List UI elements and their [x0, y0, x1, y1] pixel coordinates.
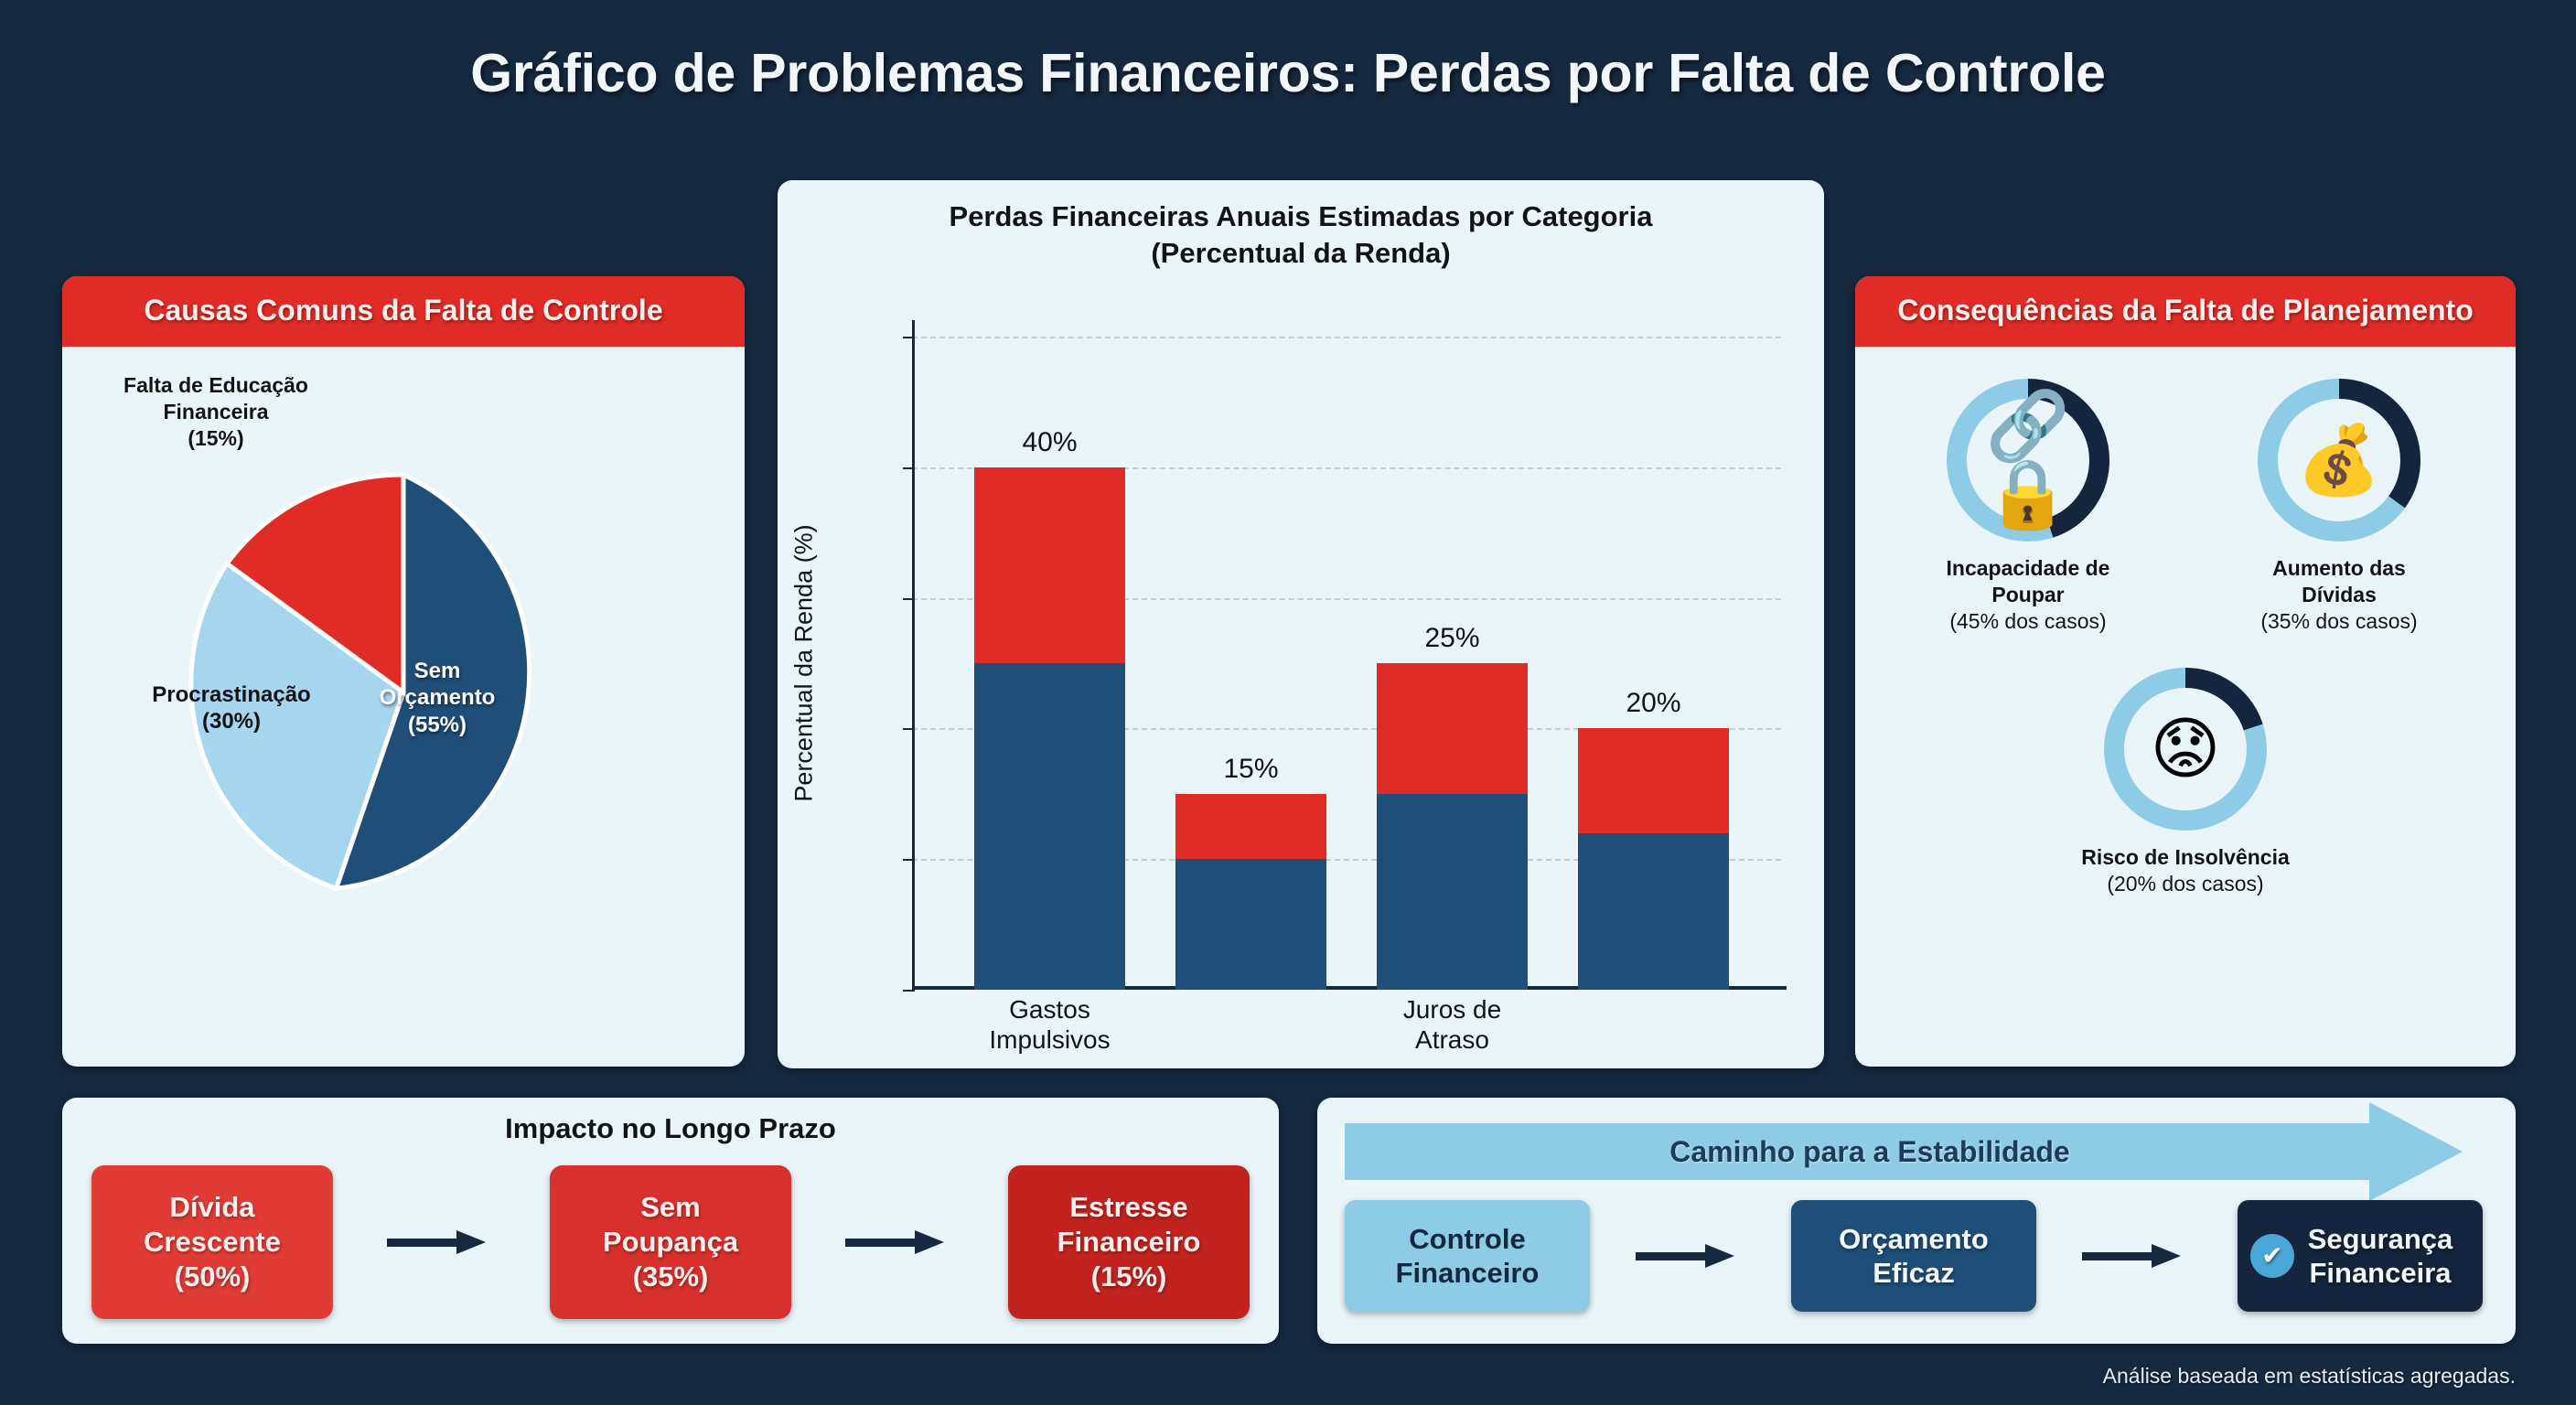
donut-gauge-svg-2: [2258, 379, 2420, 542]
donut-caption-2: Aumento das Dívidas (35% dos casos): [2260, 556, 2418, 633]
donut-incapacidade-de-poupar: 🔗🔒 Incapacidade de Poupar (45% dos casos…: [1877, 372, 2179, 634]
panel-causas-body: Falta de Educação Financeira (15%) Procr…: [62, 347, 745, 1047]
donut-gauge-svg-1: [1947, 379, 2109, 542]
check-circle-icon: ✔: [2250, 1234, 2294, 1278]
page-title: Gráfico de Problemas Financeiros: Perdas…: [470, 43, 2106, 103]
panel-causas-header: Causas Comuns da Falta de Controle: [62, 276, 745, 348]
donut-value-arc-2: [2258, 379, 2420, 542]
bar-value-1: 15%: [1223, 753, 1279, 784]
bar-segment-top-1: [1175, 793, 1326, 860]
footer-note: Análise baseada em estatísticas agregada…: [2102, 1364, 2516, 1388]
bar-juros-de-atraso: 25% Juros de Atraso: [1377, 623, 1528, 1054]
gridline-50: [912, 337, 1781, 338]
ytick-50: [903, 337, 915, 338]
arrow-right-icon-4: [2082, 1244, 2192, 1268]
bar-segment-base-3: [1578, 832, 1729, 990]
broken-chain-lock-icon: 🔗🔒: [1985, 388, 2071, 532]
pie-slice-falta-educacao: [223, 472, 406, 697]
money-bag-down-arrow-icon: 💰: [2296, 422, 2382, 499]
caminho-arrow-banner: Caminho para a Estabilidade: [1345, 1102, 2463, 1201]
ytick-0: [903, 990, 915, 992]
impacto-title: Impacto no Longo Prazo: [505, 1112, 836, 1144]
donut-caption-1: Incapacidade de Poupar (45% dos casos): [1946, 556, 2110, 633]
bar-chart-title: Perdas Financeiras Anuais Estimadas por …: [949, 200, 1653, 270]
bar-segment-base-1: [1175, 859, 1326, 990]
pie-chart-svg: [188, 471, 532, 892]
ytick-20: [903, 728, 915, 731]
pie-slice-sem-orcamento: [332, 471, 532, 892]
pie-label-sem-orcamento: Sem Orçamento (55%): [379, 659, 496, 737]
ytick-40: [903, 467, 915, 469]
donut-gauge-svg-3: [2104, 668, 2267, 831]
bar-value-0: 40%: [1022, 426, 1078, 457]
impacto-step-sem-poupanca: Sem Poupança (35%): [550, 1165, 791, 1319]
panel-causas-comuns: Causas Comuns da Falta de Controle Falta…: [62, 276, 745, 1067]
stressed-person-calculator-icon: 😟: [2150, 711, 2221, 788]
ytick-10: [903, 859, 915, 862]
panel-consequencias-header: Consequências da Falta de Planejamento: [1855, 276, 2516, 348]
arrow-band-body: [1345, 1123, 2395, 1180]
xtick-label-0: Gastos Impulsivos: [989, 994, 1111, 1054]
bar-segment-top-2: [1377, 663, 1528, 794]
bar-segment-top-3: [1578, 728, 1729, 833]
donut-risco-de-insolvencia: 😟 Risco de Insolvência (20% dos casos): [2034, 661, 2336, 897]
caminho-title: Caminho para a Estabilidade: [1669, 1134, 2070, 1168]
y-axis-label: Percentual da Renda (%): [789, 524, 818, 802]
arrow-right-icon-1: [386, 1230, 497, 1254]
arrow-right-icon-3: [1636, 1244, 1745, 1268]
caminho-flow: Controle Financeiro Orçamento Eficaz ✔: [1345, 1200, 2483, 1312]
impacto-step-divida-crescente: Dívida Crescente (50%): [91, 1165, 333, 1319]
bar-assinaturas-nao-usadas: 15% Assinaturas Não Usadas: [1175, 754, 1326, 990]
gridline-30: [912, 597, 1781, 600]
bar-segment-base-0: [974, 663, 1125, 990]
gridline-10: [912, 859, 1781, 862]
panel-perdas-financeiras: Perdas Financeiras Anuais Estimadas por …: [778, 180, 1824, 1068]
bar-chart-plot-area: Percentual da Renda (%) 50% 40% 30% 20% …: [790, 320, 1787, 1054]
caminho-step-orcamento-eficaz: Orçamento Eficaz: [1791, 1200, 2036, 1312]
y-axis-line: [912, 320, 915, 992]
caminho-step-seguranca-financeira: ✔ Segurança Financeira: [2238, 1200, 2483, 1312]
bar-segment-top-0: [974, 467, 1125, 663]
panel-caminho-estabilidade: Caminho para a Estabilidade Controle Fin…: [1317, 1098, 2516, 1344]
bar-value-3: 20%: [1626, 688, 1681, 719]
donut-aumento-das-dividas: 💰 Aumento das Dívidas (35% dos casos): [2188, 372, 2490, 634]
pie-label-procrastinacao: Procrastinação (30%): [152, 682, 311, 735]
panel-consequencias: Consequências da Falta de Planejamento 🔗…: [1855, 276, 2516, 1067]
pie-slice-procrastinacao: [188, 560, 406, 892]
bar-segment-base-2: [1377, 793, 1528, 990]
ytick-30: [903, 597, 915, 600]
bar-value-2: 25%: [1424, 623, 1480, 653]
donut-value-arc-1: [1947, 379, 2109, 542]
x-axis-line: [912, 986, 1787, 990]
donut-value-arc-3: [2104, 668, 2267, 831]
gridline-20: [912, 728, 1781, 731]
caminho-step-controle-financeiro: Controle Financeiro: [1345, 1200, 1590, 1312]
bar-investimentos-errados: 20% Investimentos Errados: [1578, 688, 1729, 990]
pie-chart-causas: Falta de Educação Financeira (15%) Procr…: [62, 347, 745, 1047]
impacto-flow: Dívida Crescente (50%) Sem Poupança (35%…: [91, 1165, 1250, 1319]
pie-label-falta-educacao: Falta de Educação Financeira (15%): [123, 373, 308, 450]
bar-gastos-impulsivos: 40% Gastos Impulsivos: [974, 427, 1125, 1054]
impacto-step-estresse-financeiro: Estresse Financeiro (15%): [1008, 1165, 1250, 1319]
donut-caption-3: Risco de Insolvência (20% dos casos): [2081, 845, 2290, 896]
gridline-40: [912, 467, 1781, 469]
panel-impacto-longo-prazo: Impacto no Longo Prazo Dívida Crescente …: [62, 1098, 1279, 1344]
arrow-right-icon-2: [844, 1230, 955, 1254]
xtick-label-2: Juros de Atraso: [1402, 995, 1502, 1055]
